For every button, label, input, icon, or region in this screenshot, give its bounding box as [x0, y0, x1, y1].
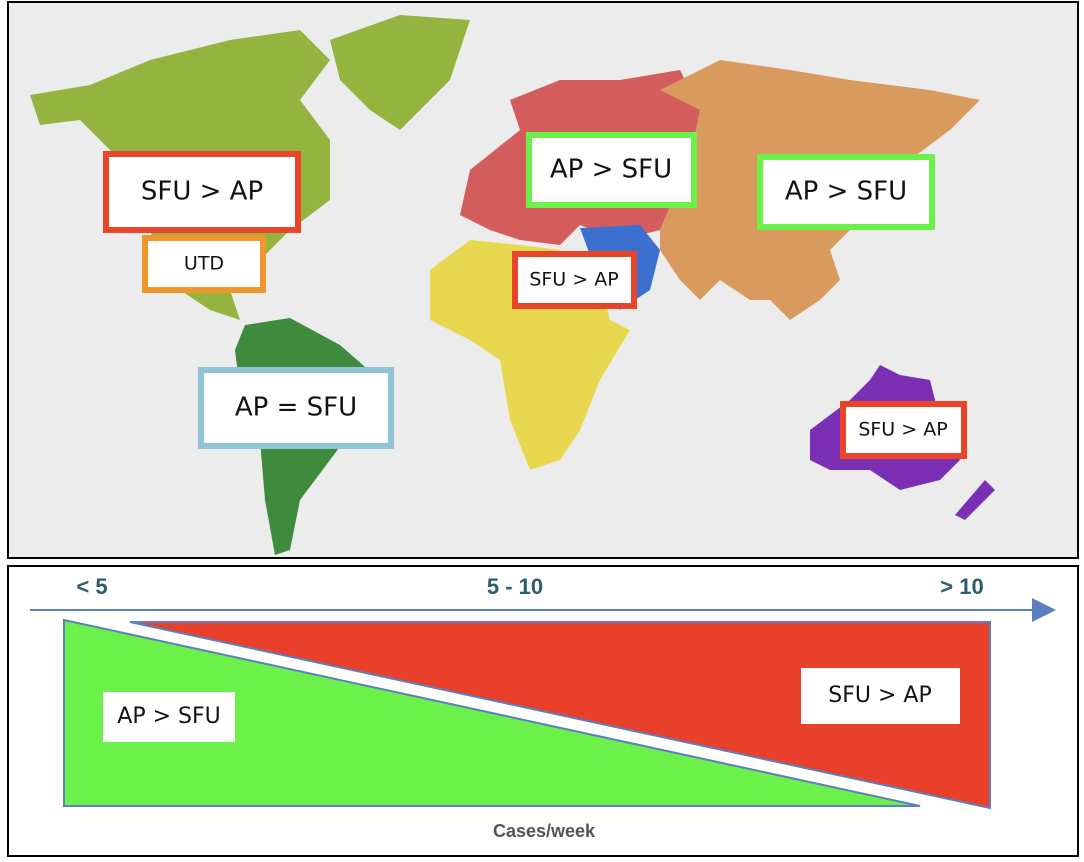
region-label: SFU > AP: [529, 269, 618, 291]
left-label: AP > SFU: [117, 704, 220, 729]
label-box: [142, 235, 266, 293]
scale-tick: 5 - 10: [487, 574, 543, 599]
scale-tick: < 5: [76, 574, 107, 599]
label-box: [103, 692, 235, 742]
label-box: [198, 367, 394, 449]
new-zealand: [955, 480, 995, 520]
region-label: UTD: [184, 253, 224, 275]
green-wedge: [63, 618, 921, 807]
label-box: [801, 668, 960, 724]
map-labels: SFU > AP UTD AP = SFU AP > SFU SFU > AP …: [103, 132, 967, 459]
region-label: SFU > AP: [858, 419, 947, 441]
region-label: AP = SFU: [235, 393, 357, 423]
scale-tick: > 10: [940, 574, 983, 599]
label-box: [526, 132, 697, 208]
label-box: [840, 401, 967, 459]
label-box: [512, 251, 637, 309]
region-label: AP > SFU: [550, 155, 672, 185]
right-label: SFU > AP: [828, 683, 931, 708]
label-box: [103, 151, 301, 233]
red-wedge: [129, 621, 991, 810]
region-label: AP > SFU: [785, 177, 907, 207]
axis-label: Cases/week: [493, 821, 596, 841]
region-label: SFU > AP: [141, 177, 263, 207]
label-box: [757, 154, 935, 230]
greenland: [330, 15, 470, 130]
